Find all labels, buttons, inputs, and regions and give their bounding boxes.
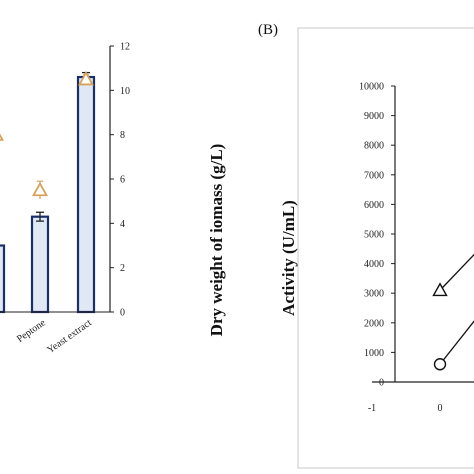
bar-chart-y-tick-label: 12 <box>120 42 130 53</box>
line-chart-y-tick-label: 4000 <box>364 259 384 270</box>
line-chart-y-tick-label: 8000 <box>364 141 384 152</box>
bar-chart-y-tick-label: 4 <box>120 219 125 230</box>
bar <box>0 244 6 314</box>
line-chart-frame <box>297 27 474 469</box>
bar-chart-y-tick-label: 0 <box>120 308 125 319</box>
triangle-marker <box>31 181 49 197</box>
triangle-marker <box>0 133 5 141</box>
line-chart-y-tick-label: 5000 <box>364 230 384 241</box>
line-series <box>439 320 474 365</box>
panel-b-label: (B) <box>258 22 278 38</box>
line-chart-y-axis-label: Activity (U/mL) <box>279 200 298 316</box>
triangle-marker <box>77 70 95 86</box>
bar-chart-y-tick-label: 8 <box>120 130 125 141</box>
bar <box>30 215 50 314</box>
bar-chart-category-label: Yeast extract <box>45 317 94 356</box>
line-chart-y-tick-label: 1000 <box>364 348 384 359</box>
bar-chart-y-tick-label: 6 <box>120 175 125 186</box>
line-chart-panel: (B) Activity (U/mL) 0 1000 2000 3000 4000 500… <box>258 22 474 469</box>
line-chart-x-tick-label: -1 <box>368 403 376 414</box>
line-chart-y-tick-label: 3000 <box>364 289 384 300</box>
bar-chart-category-label: Peptone <box>15 317 48 345</box>
circle-point <box>433 358 447 371</box>
line-chart-y-tick-label: 2000 <box>364 318 384 329</box>
line-chart-x-tick-label: 0 <box>438 403 443 414</box>
line-chart-y-tick-label: 10000 <box>359 82 384 93</box>
triangle-point <box>432 282 448 297</box>
bar-chart-y-axis-label: Dry weight of iomass (g/L) <box>207 144 226 337</box>
line-chart-y-tick-label: 0 <box>379 378 384 389</box>
bar-chart-y-tick-label: 10 <box>120 86 130 97</box>
line-chart-y-tick-label: 7000 <box>364 170 384 181</box>
bar <box>76 75 96 314</box>
line-chart-y-tick-label: 9000 <box>364 111 384 122</box>
bar-chart-y-tick-label: 2 <box>120 263 125 274</box>
line-series <box>439 253 474 291</box>
line-chart-y-tick-label: 6000 <box>364 200 384 211</box>
